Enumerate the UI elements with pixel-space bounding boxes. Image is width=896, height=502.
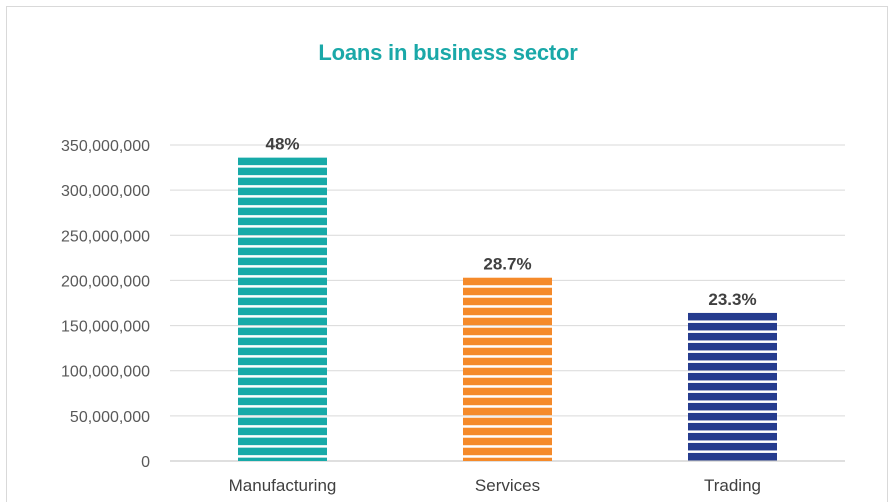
bar-stripe bbox=[688, 332, 777, 341]
bar-manufacturing bbox=[238, 157, 327, 461]
bar-stripe bbox=[688, 422, 777, 431]
y-tick-label: 250,000,000 bbox=[61, 228, 150, 245]
bar-stripe bbox=[463, 407, 552, 416]
bar-stripe bbox=[688, 372, 777, 381]
bar-stripe bbox=[463, 427, 552, 436]
bar-stripe bbox=[688, 382, 777, 391]
bar-stripe bbox=[463, 377, 552, 386]
bar-stripe bbox=[238, 437, 327, 446]
bar-stripe bbox=[688, 412, 777, 421]
bar-stripe bbox=[238, 407, 327, 416]
bar-stripe bbox=[238, 417, 327, 426]
bar-stripe bbox=[238, 377, 327, 386]
bars bbox=[238, 157, 777, 461]
bar-stripe bbox=[238, 267, 327, 276]
bar-stripe bbox=[238, 397, 327, 406]
chart-frame bbox=[6, 6, 888, 502]
bar-stripe bbox=[238, 277, 327, 286]
bar-stripe bbox=[463, 387, 552, 396]
bar-stripe bbox=[238, 387, 327, 396]
bar-stripe bbox=[463, 287, 552, 296]
bar-stripe bbox=[463, 357, 552, 366]
bar-stripe bbox=[238, 357, 327, 366]
bar-stripe bbox=[238, 197, 327, 206]
bar-trading bbox=[688, 312, 777, 461]
x-category-label: Services bbox=[475, 476, 540, 495]
x-axis-categories: Manufacturing Services Trading bbox=[229, 476, 761, 495]
data-label: 28.7% bbox=[483, 255, 531, 274]
chart-title: Loans in business sector bbox=[318, 40, 578, 65]
bar-stripe bbox=[688, 402, 777, 411]
bar-stripe bbox=[238, 187, 327, 196]
bar-stripe bbox=[688, 342, 777, 351]
bar-stripe bbox=[238, 327, 327, 336]
bar-stripe bbox=[463, 417, 552, 426]
bar-stripe bbox=[688, 452, 777, 461]
bar-stripe bbox=[238, 337, 327, 346]
bar-stripe bbox=[238, 257, 327, 266]
bar-stripe bbox=[238, 427, 327, 436]
bar-stripe bbox=[463, 317, 552, 326]
bar-stripe bbox=[688, 392, 777, 401]
bar-stripe bbox=[463, 447, 552, 456]
bar-stripe bbox=[688, 362, 777, 371]
y-tick-label: 350,000,000 bbox=[61, 138, 150, 155]
bar-stripe bbox=[238, 367, 327, 376]
bar-stripe bbox=[463, 337, 552, 346]
bar-stripe bbox=[238, 447, 327, 456]
bar-stripe bbox=[238, 297, 327, 306]
bar-stripe bbox=[463, 297, 552, 306]
bar-stripe bbox=[238, 157, 327, 166]
bar-stripe bbox=[688, 322, 777, 331]
data-label: 23.3% bbox=[708, 290, 756, 309]
bar-stripe bbox=[688, 432, 777, 441]
bar-stripe bbox=[238, 217, 327, 226]
bar-stripe bbox=[238, 177, 327, 186]
bar-stripe bbox=[463, 307, 552, 316]
bar-stripe bbox=[238, 317, 327, 326]
y-tick-label: 200,000,000 bbox=[61, 273, 150, 290]
bar-stripe bbox=[238, 227, 327, 236]
bar-stripe bbox=[238, 457, 327, 461]
bar-stripe bbox=[238, 167, 327, 176]
bar-stripe bbox=[238, 287, 327, 296]
y-tick-label: 150,000,000 bbox=[61, 319, 150, 336]
bar-stripe bbox=[688, 312, 777, 321]
bar-stripe bbox=[463, 397, 552, 406]
bar-stripe bbox=[463, 327, 552, 336]
bar-stripe bbox=[463, 457, 552, 461]
y-tick-label: 50,000,000 bbox=[70, 409, 150, 426]
x-category-label: Manufacturing bbox=[229, 476, 337, 495]
bar-stripe bbox=[238, 307, 327, 316]
bar-services bbox=[463, 277, 552, 461]
y-tick-label: 100,000,000 bbox=[61, 364, 150, 381]
bar-stripe bbox=[688, 442, 777, 451]
y-tick-label: 0 bbox=[141, 454, 150, 471]
bar-stripe bbox=[463, 367, 552, 376]
bar-stripe bbox=[688, 352, 777, 361]
bar-stripe bbox=[238, 347, 327, 356]
data-labels: 48% 28.7% 23.3% bbox=[265, 135, 756, 309]
data-label: 48% bbox=[265, 135, 299, 154]
x-category-label: Trading bbox=[704, 476, 761, 495]
bar-stripe bbox=[463, 347, 552, 356]
bar-stripe bbox=[238, 237, 327, 246]
bar-stripe bbox=[238, 247, 327, 256]
y-axis-ticks: 0 50,000,000 100,000,000 150,000,000 200,000… bbox=[61, 138, 150, 471]
bar-stripe bbox=[238, 207, 327, 216]
y-tick-label: 300,000,000 bbox=[61, 183, 150, 200]
bar-stripe bbox=[463, 437, 552, 446]
bar-stripe bbox=[463, 277, 552, 286]
